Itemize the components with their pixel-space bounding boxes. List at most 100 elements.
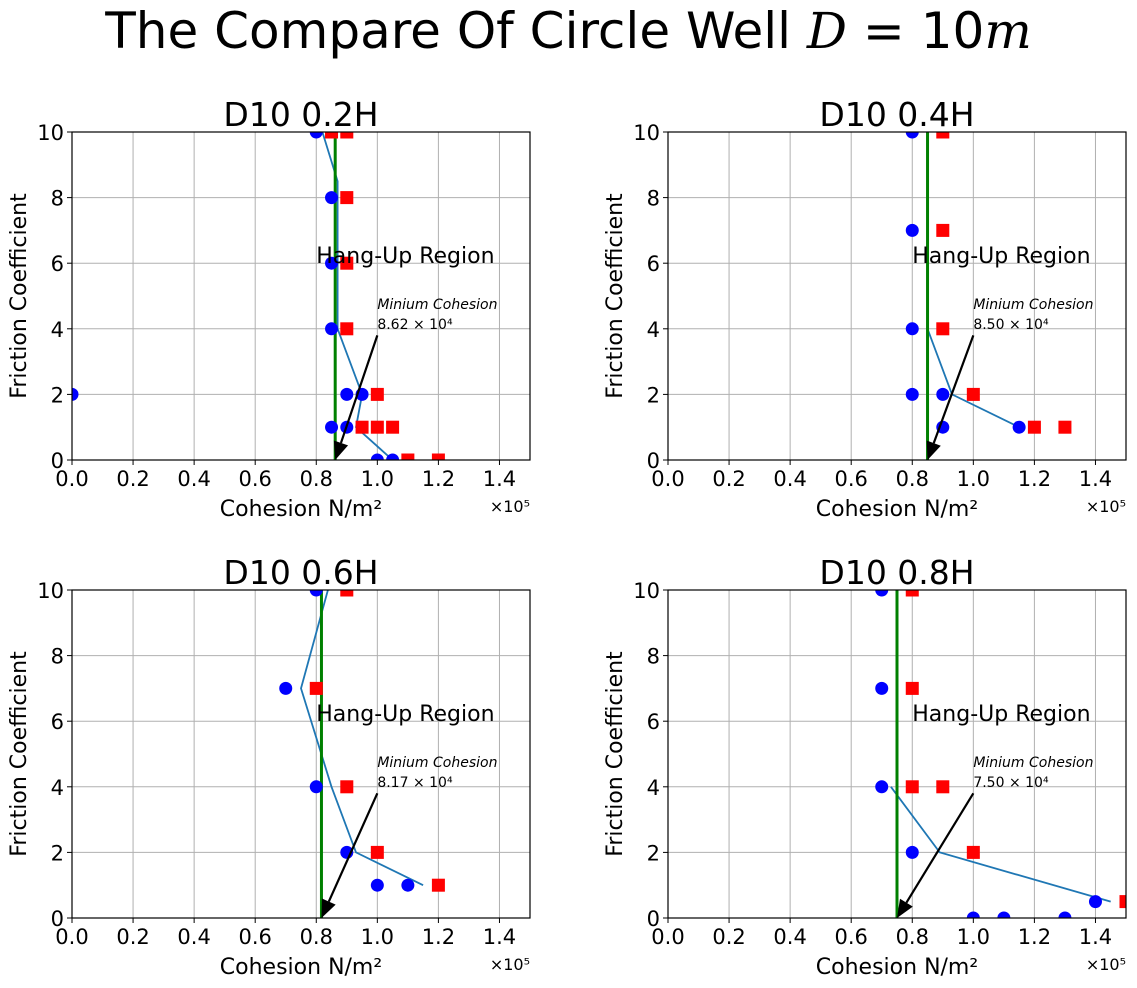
axes-frame [71,589,531,919]
y-tick-label: 10 [37,579,64,603]
region-label: Hang-Up Region [912,702,1090,727]
annotation-value: 8.62 × 10⁴ [377,317,453,333]
grid [71,589,530,919]
square-marker [401,453,415,460]
annotation-value: 7.50 × 10⁴ [973,775,1049,791]
x-tick-label: 1.0 [361,925,394,949]
square-marker [966,387,980,401]
y-tick-label: 4 [51,776,64,800]
plot-area [875,590,1126,918]
square-marker [905,780,919,794]
circle-marker [966,911,980,918]
circle-marker [386,453,400,460]
square-marker [325,132,339,139]
annotation-arrow-head [926,440,941,460]
region-label: Hang-Up Region [316,702,494,727]
square-marker [431,453,445,460]
x-multiplier: ×10⁵ [490,955,530,974]
subplot-3: 0.0 0.2 0.4 0.6 0.8 1.0 1.2 1.4 0 2 4 6 8 10 D10 0.6H C… [7,553,531,980]
circle-marker [905,132,919,139]
circle-marker [309,132,323,139]
y-tick-label: 2 [51,383,64,407]
square-marker [340,132,354,139]
plot-area [279,590,445,918]
square-marker [309,681,323,695]
circle-marker [875,590,889,597]
region-label: Hang-Up Region [316,244,494,269]
plot-area [905,132,1072,460]
square-marker [355,420,369,434]
circle-marker [325,322,339,336]
x-tick-label: 0.0 [651,925,684,949]
circle-marker [1012,420,1026,434]
figure-title: The Compare Of Circle Well D = 10m [0,2,1137,60]
square-marker [340,780,354,794]
y-tick-label: 2 [647,841,660,865]
square-marker [1058,420,1072,434]
circle-marker [401,878,415,892]
x-tick-label: 0.0 [651,467,684,491]
y-tick-label: 0 [51,907,64,931]
annotation-arrow-shaft [932,334,975,444]
square-marker [1119,895,1126,909]
circle-marker [325,256,339,270]
subplot-title: D10 0.8H [819,553,974,592]
x-tick-label: 1.0 [957,467,990,491]
subplot-title: D10 0.2H [223,95,378,134]
x-tick-label: 1.2 [1018,467,1051,491]
y-tick-label: 2 [51,841,64,865]
boundary-line [321,132,394,460]
y-tick-label: 0 [647,449,660,473]
circle-marker [905,322,919,336]
x-tick-label: 0.2 [116,467,149,491]
x-tick-label: 0.2 [116,925,149,949]
circle-marker [1088,895,1102,909]
grid [71,131,530,461]
square-marker [905,681,919,695]
y-tick-label: 6 [51,252,64,276]
x-tick-label: 0.4 [773,467,806,491]
y-tick-label: 6 [51,710,64,734]
boundary-line [300,590,424,887]
subplot-title: D10 0.6H [223,553,378,592]
x-tick-label: 1.2 [422,467,455,491]
x-tick-label: 1.4 [483,467,516,491]
circle-marker [72,387,79,401]
square-marker [340,191,354,205]
circle-marker [905,223,919,237]
annotation-arrow-shaft [339,335,379,444]
y-tick-label: 8 [647,645,660,669]
x-tick-label: 0.0 [55,467,88,491]
circle-marker [309,780,323,794]
y-tick-label: 8 [51,187,64,211]
circle-marker [905,845,919,859]
annotation-arrow-head [333,440,349,460]
y-tick-label: 2 [647,383,660,407]
square-marker [386,420,400,434]
x-tick-label: 0.6 [238,467,271,491]
y-tick-label: 0 [647,907,660,931]
x-tick-label: 1.4 [483,925,516,949]
annotation-title: Minium Cohesion [973,297,1093,313]
x-tick-label: 0.8 [300,467,333,491]
region-label: Hang-Up Region [912,244,1090,269]
x-multiplier: ×10⁵ [490,497,530,516]
x-axis-label: Cohesion N/m² [220,497,382,522]
x-multiplier: ×10⁵ [1086,497,1126,516]
x-axis-label: Cohesion N/m² [816,955,978,980]
x-tick-label: 0.4 [177,925,210,949]
circle-marker [309,590,323,597]
x-axis-label: Cohesion N/m² [816,497,978,522]
y-axis-label: Friction Coefficient [603,651,628,857]
subplot-1: 0.0 0.2 0.4 0.6 0.8 1.0 1.2 1.4 0 2 4 6 8 10 D10 0.2H C… [7,95,531,522]
square-marker [905,590,919,597]
subplot-title: D10 0.4H [819,95,974,134]
circle-marker [370,878,384,892]
y-tick-label: 10 [633,579,660,603]
figure-title-prefix: The Compare Of Circle Well [105,2,807,60]
square-marker [936,223,950,237]
axes-frame [667,589,1127,919]
x-tick-label: 1.2 [422,925,455,949]
y-tick-label: 4 [647,318,660,342]
